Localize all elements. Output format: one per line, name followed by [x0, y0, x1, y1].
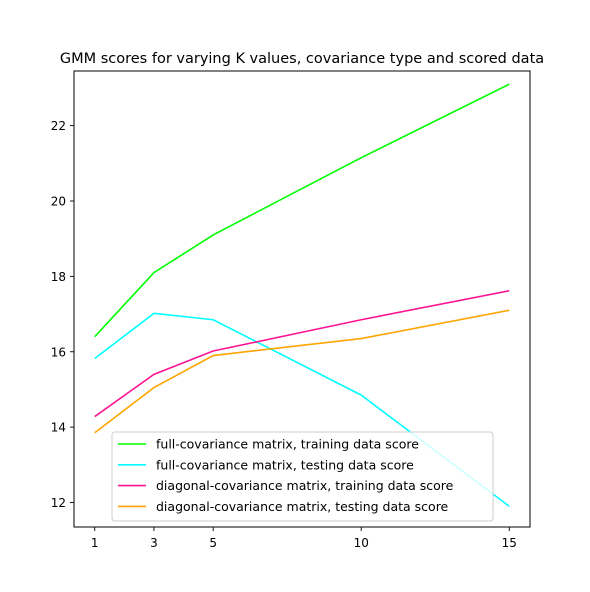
series-line-1	[94, 83, 510, 338]
x-tick-label: 3	[150, 536, 158, 550]
y-tick-label: 18	[51, 270, 66, 284]
chart-title: GMM scores for varying K values, covaria…	[60, 51, 544, 67]
legend: full-covariance matrix, training data sc…	[111, 431, 494, 522]
x-tick-label: 5	[209, 536, 217, 550]
axis-ticks: 1 3 5 10 15 12 14 16 18 20 22	[51, 119, 517, 550]
y-tick-label: 20	[51, 195, 66, 209]
y-tick-label: 16	[51, 345, 66, 359]
legend-label-2: full-covariance matrix, testing data sco…	[156, 457, 414, 472]
legend-label-3: diagonal-covariance matrix, training dat…	[156, 478, 454, 493]
y-tick-label: 14	[51, 421, 66, 435]
legend-label-1: full-covariance matrix, training data sc…	[156, 437, 419, 452]
series-line-3	[94, 289, 510, 418]
x-tick-label: 1	[91, 536, 99, 550]
x-tick-label: 10	[354, 536, 369, 550]
legend-box	[111, 431, 494, 522]
x-tick-label: 15	[502, 536, 517, 550]
axes-frame	[73, 70, 531, 528]
series-line-4	[94, 309, 510, 434]
legend-label-4: diagonal-covariance matrix, testing data…	[156, 499, 449, 514]
y-tick-label: 22	[51, 119, 66, 133]
y-tick-label: 12	[51, 496, 66, 510]
